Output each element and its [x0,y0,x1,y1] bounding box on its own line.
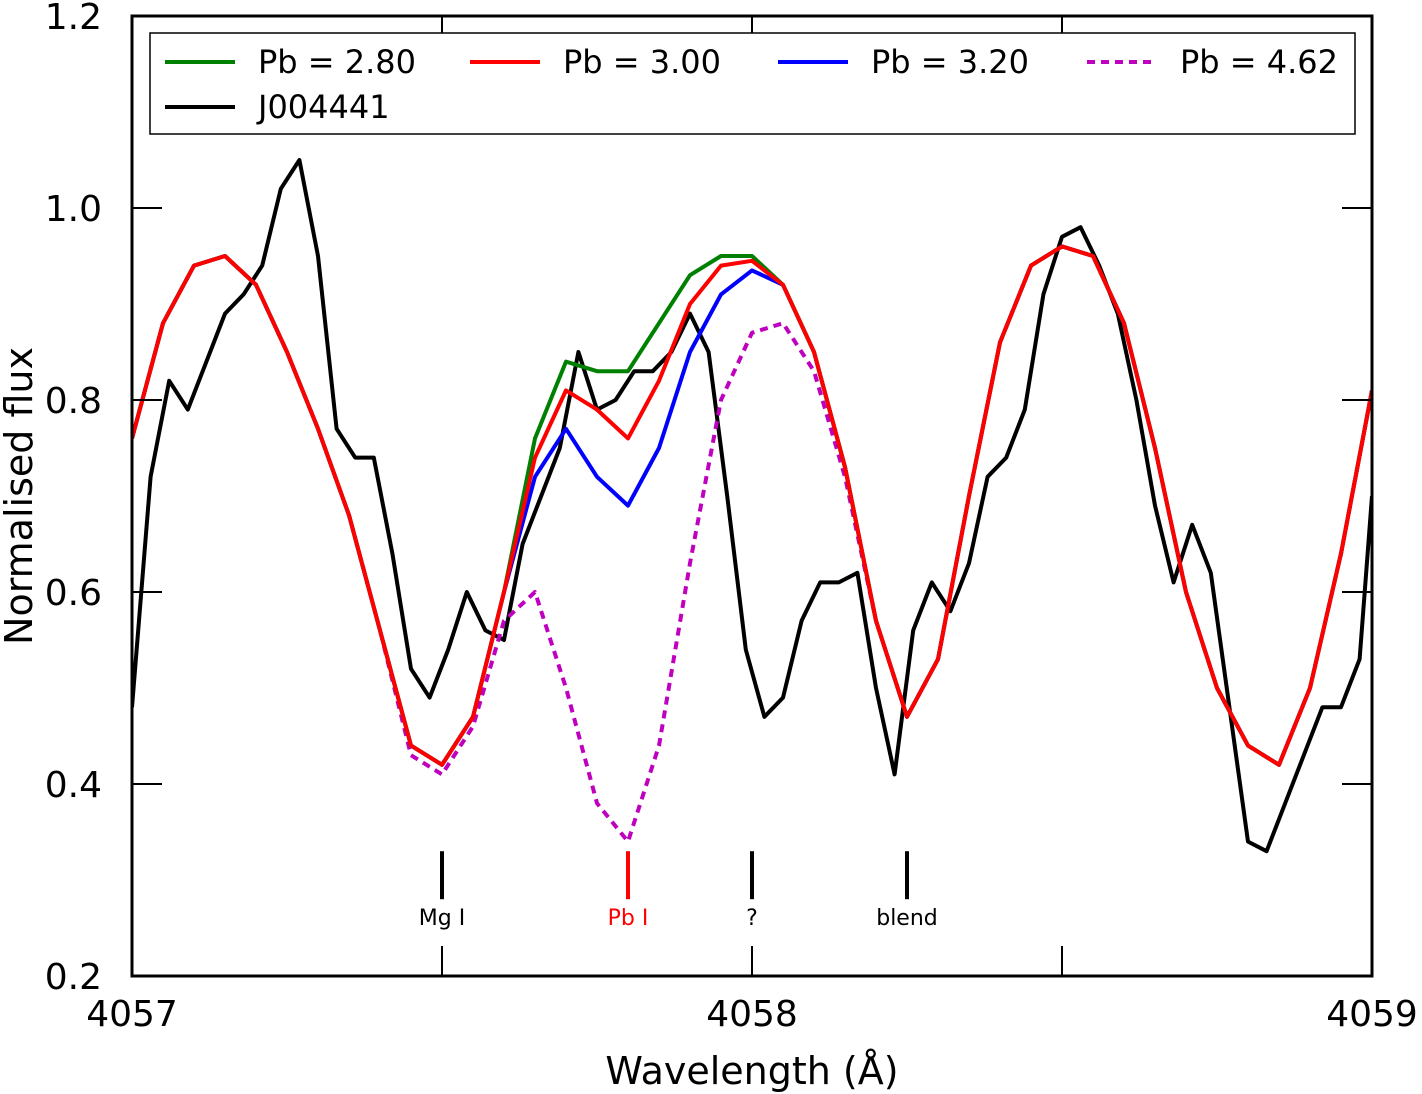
y-tick-label: 0.2 [45,957,102,998]
series-layer [132,158,1372,854]
y-tick-label: 1.2 [45,0,102,38]
tick-labels: 4057 4058 4059 0.2 0.4 0.6 0.8 1.0 1.2 [45,0,1418,1035]
line-marker-label: Pb I [608,906,649,931]
y-tick-label: 1.0 [45,189,102,230]
y-tick-label: 0.4 [45,765,102,806]
legend-label: Pb = 2.80 [258,43,416,81]
legend-label: Pb = 4.62 [1180,43,1338,81]
x-tick-label: 4058 [706,994,798,1035]
line-marker-label: ? [746,906,758,931]
y-axis-title: Normalised flux [0,347,41,645]
line-marker-label: blend [876,906,938,931]
series-line-j004441 [132,158,1372,854]
legend-label: J004441 [256,88,390,126]
x-tick-label: 4057 [86,994,178,1035]
legend-box [149,32,1356,135]
legend-label: Pb = 3.00 [563,43,721,81]
legend: Pb = 2.80 Pb = 3.00 Pb = 3.20 Pb = 4.62 J004… [149,32,1356,135]
line-marker-label: Mg I [419,906,465,931]
series-line-pb-3-00 [132,244,1372,767]
x-axis-title: Wavelength (Å) [605,1049,898,1093]
y-tick-label: 0.8 [45,381,102,422]
plot-frame [130,14,1374,978]
x-tick-label: 4059 [1326,994,1418,1035]
line-markers: Mg I Pb I? blend [419,851,938,931]
legend-label: Pb = 3.20 [871,43,1029,81]
y-tick-label: 0.6 [45,573,102,614]
